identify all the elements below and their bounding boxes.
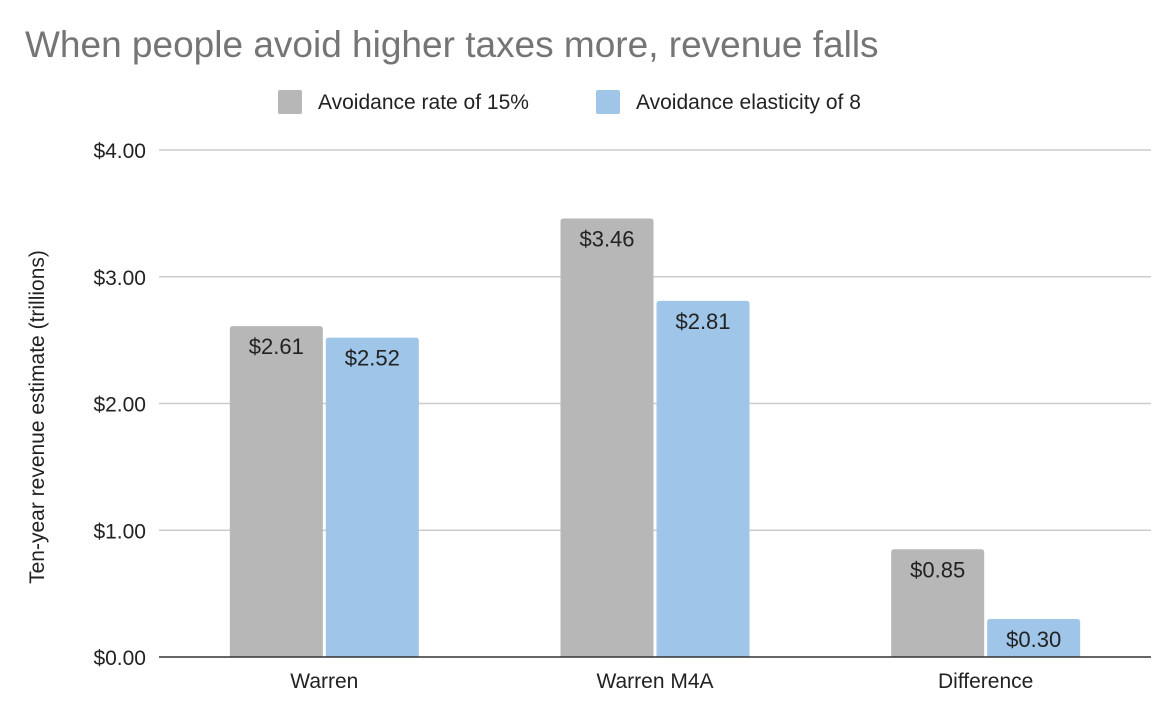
bar-avoidance-elasticity <box>325 337 419 657</box>
y-axis-label: Ten-year revenue estimate (trillions) <box>26 250 49 584</box>
bars: $2.61 $2.52 $3.46 $2.81 $0.85 $0.30 <box>229 218 1081 657</box>
bar-avoidance-rate <box>229 326 323 657</box>
y-tick-label: $0.00 <box>93 647 146 670</box>
legend: Avoidance rate of 15% Avoidance elasticit… <box>278 90 861 114</box>
bar-avoidance-rate <box>891 549 985 657</box>
x-tick-label: Warren M4A <box>596 670 713 693</box>
x-tick-label: Warren <box>290 670 358 693</box>
x-tick-label: Difference <box>938 670 1033 693</box>
bar-avoidance-rate <box>560 218 654 657</box>
bar-avoidance-elasticity <box>987 618 1081 657</box>
legend-swatch <box>596 90 620 114</box>
bar-data-label: $0.30 <box>1006 627 1061 652</box>
y-axis-ticks: $0.00 $1.00 $2.00 $3.00 $4.00 <box>93 140 146 670</box>
y-tick-label: $3.00 <box>93 267 146 290</box>
bar-data-label: $2.52 <box>345 346 400 371</box>
bar-data-label: $3.46 <box>579 226 634 251</box>
legend-label: Avoidance elasticity of 8 <box>636 91 861 114</box>
legend-label: Avoidance rate of 15% <box>318 91 529 114</box>
x-axis-ticks: Warren Warren M4A Difference <box>290 670 1033 693</box>
bar-avoidance-elasticity <box>656 300 750 657</box>
chart-title: When people avoid higher taxes more, rev… <box>25 24 879 65</box>
y-tick-label: $2.00 <box>93 394 146 417</box>
bar-data-label: $0.85 <box>910 557 965 582</box>
bar-data-label: $2.81 <box>675 309 730 334</box>
y-tick-label: $1.00 <box>93 520 146 543</box>
bar-data-label: $2.61 <box>249 334 304 359</box>
gridlines <box>159 149 1151 531</box>
y-tick-label: $4.00 <box>93 140 146 163</box>
legend-swatch <box>278 90 302 114</box>
